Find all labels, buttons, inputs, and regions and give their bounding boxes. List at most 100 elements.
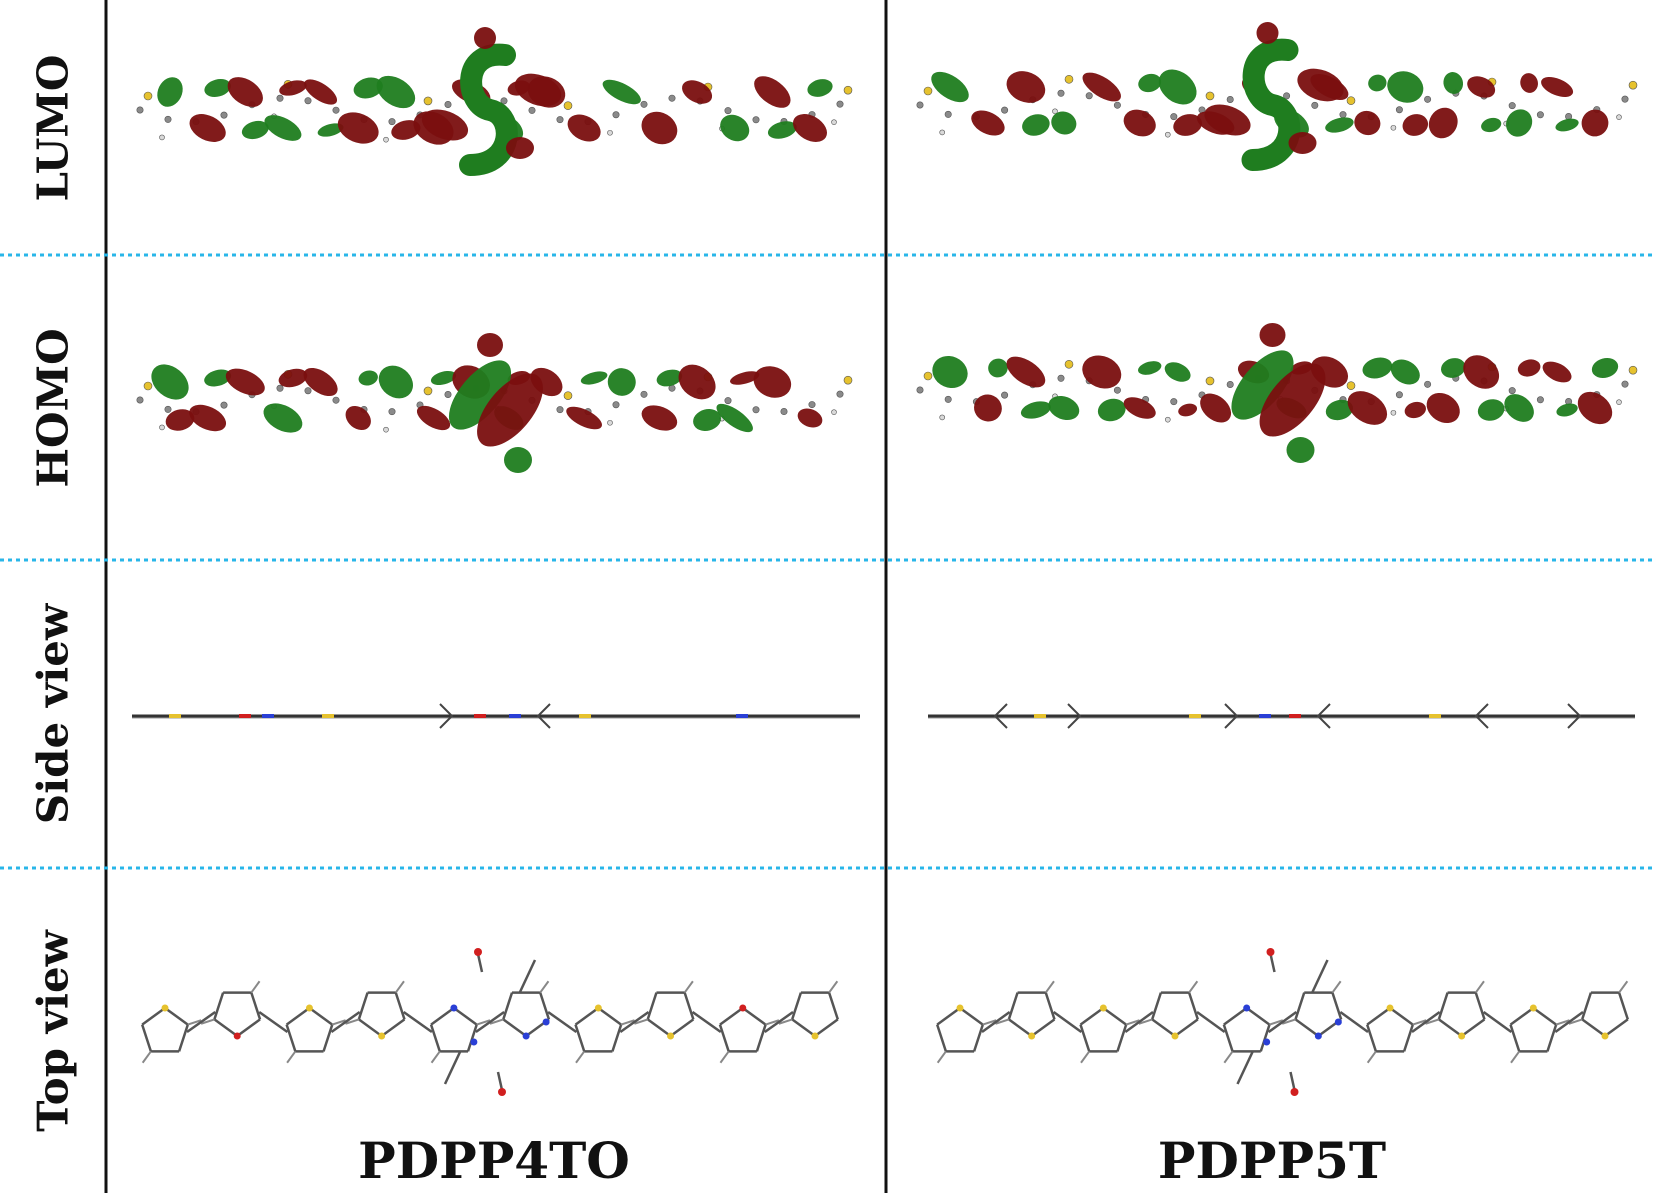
atom-carbon [556,116,564,124]
inter-ring-bond [402,1010,433,1034]
ring-bond [669,1018,695,1038]
ring-bond [539,992,551,1020]
orbital-lobe [506,137,534,159]
ring-bond [1365,1024,1378,1052]
ring-bond [1581,1018,1606,1038]
ring-bond [1245,1006,1271,1026]
orbital-lobe [157,77,183,107]
orbital-lobe [767,121,797,139]
atom-sulfur [143,381,153,391]
atom-carbon [836,100,844,108]
orbital-lobe [1347,391,1388,425]
orbital-lobe [1426,392,1460,424]
ring-bond [285,1006,311,1026]
ring-bond [357,992,369,1020]
c-h-bond [1568,1018,1583,1025]
atom-carbon [724,107,732,115]
ring-bond [358,1018,383,1038]
heteroatom-marker [1289,714,1301,718]
ring-bond [213,1018,238,1038]
carbonyl-oxygen [1290,1088,1299,1096]
pdpp4to-side-view [132,703,860,729]
orbital-lobe [504,447,532,473]
orbital-lobe [1178,403,1198,417]
atom-sulfur [563,101,573,110]
orbital-lobe [189,404,227,432]
ring-heteroatom [1099,1004,1107,1012]
ring-bond [936,1006,961,1026]
atom-carbon [444,101,452,109]
atom-carbon [1001,106,1009,114]
ring-bond [285,1024,297,1052]
orbital-central-lobe [477,373,543,447]
orbital-lobe [754,76,791,108]
orbital-lobe [1082,72,1121,102]
atom-hydrogen [939,414,946,421]
ring-bond [1389,1006,1414,1026]
atom-carbon [1621,95,1629,103]
atom-hydrogen [939,129,946,136]
atom-carbon [220,401,228,409]
lumo-pdpp5t-panel [916,22,1638,171]
orbital-lobe [932,356,968,388]
atom-carbon [752,406,760,414]
ring-bond [236,1018,261,1038]
inter-ring-bond [981,1010,1011,1034]
c-h-bond [345,1018,360,1025]
inter-ring-bond [691,1010,722,1034]
orbital-lobe [421,109,469,141]
atom-sulfur [843,375,853,385]
atom-carbon [276,384,284,392]
inter-ring-bond [1196,1010,1226,1034]
ring-bond [1294,992,1306,1020]
ring-bond [1509,1024,1521,1052]
atom-carbon [220,111,228,119]
atom-hydrogen [1390,409,1397,416]
c-h-bond [620,1019,635,1026]
orbital-lobe [345,405,371,431]
orbital-lobe [1443,72,1464,94]
orbital-lobe [682,80,713,104]
orbital-central-lobe [1259,363,1326,437]
ring-bond [1580,992,1593,1020]
atom-carbon [1339,111,1347,119]
atom-carbon [1113,101,1121,109]
inter-ring-bond [1482,1010,1513,1034]
atom-hydrogen [383,426,389,433]
c-h-bond [250,980,261,994]
carbonyl-oxygen [498,1088,506,1096]
atom-carbon [612,111,620,119]
inter-ring-bond [475,1010,505,1034]
ring-heteroatom [542,1018,550,1026]
orbital-lobe [607,368,636,396]
orbital-lobe [1555,118,1579,132]
atom-carbon [916,386,924,394]
c-h-bond [1425,1018,1440,1025]
inter-ring-bond [258,1010,289,1034]
panels [132,22,1638,1096]
ring-bond [1222,1024,1234,1052]
atom-carbon [388,408,396,416]
methyl-bond [1311,959,1329,993]
ring-heteroatom [594,1004,602,1012]
atom-carbon [164,115,172,123]
heteroatom-marker [579,714,591,718]
atom-carbon [1085,92,1093,100]
row-label-top-view-text: Top view [28,929,78,1132]
atom-carbon [1424,95,1432,103]
atom-sulfur [843,85,853,95]
ring-bond [466,1024,478,1052]
ring-bond [574,1024,586,1052]
orbital-lobe [337,112,379,144]
carbonyl-bond [476,953,484,973]
orbital-lobe [974,394,1002,422]
orbital-lobe [793,114,827,142]
orbital-lobe [716,403,753,433]
orbital-lobe [1082,355,1122,389]
atom-carbon [1170,398,1178,406]
atom-sulfur [1628,80,1638,90]
orbital-lobe [1325,117,1354,133]
orbital-lobe [378,365,413,399]
atom-sulfur [1064,74,1074,84]
